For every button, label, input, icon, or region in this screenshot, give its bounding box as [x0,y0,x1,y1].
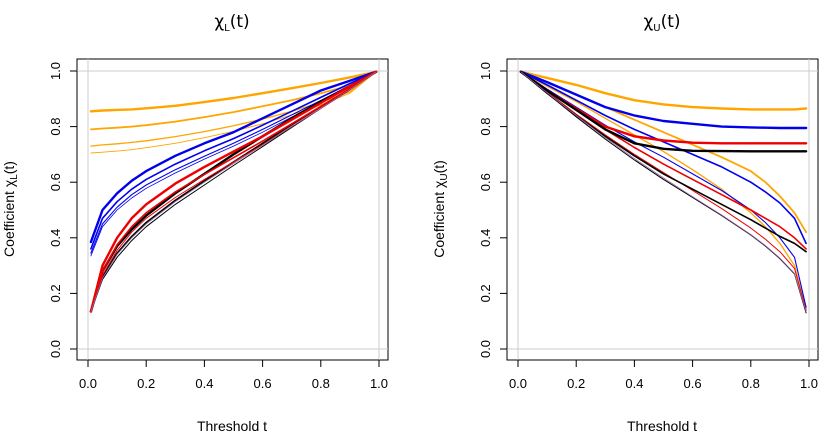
y-tick-label: 1.0 [48,62,63,80]
panel-right-ylabel: Coefficient χU(t) [431,160,450,258]
panel-left-ylabel: Coefficient χL(t) [1,161,20,257]
series-line-orange-3 [520,71,807,311]
panel-left-frame [76,58,389,361]
series-line-red-3 [520,71,807,311]
x-tick-label: 0.2 [567,376,585,391]
y-tick-label: 1.0 [478,62,493,80]
panel-left: χL(t) 0.0 0.2 0.4 0.6 0.8 1.0 0.0 0.2 0.4 0.6 0.8… [1,12,389,434]
x-tick-label: 0.8 [312,376,330,391]
panel-left-grid [77,59,388,360]
y-tick-label: 0.2 [478,284,493,302]
panel-right-xlabel: Threshold t [627,418,697,434]
y-tick-label: 0.8 [48,118,63,136]
series-line-blue-2 [90,71,377,250]
x-tick-label: 0.4 [625,376,643,391]
panel-right-grid [507,59,818,360]
series-line-purple-1 [520,71,807,312]
panel-left-xlabel: Threshold t [197,418,267,434]
panel-right-title: χU(t) [643,12,680,34]
series-line-purple-1 [90,71,377,312]
x-tick-label: 1.0 [370,376,388,391]
x-tick-label: 0.6 [254,376,272,391]
series-line-orange-1 [89,70,378,113]
y-tick-label: 0.6 [48,173,63,191]
x-tick-label: 0.4 [195,376,213,391]
series-line-black-3 [90,71,377,312]
y-tick-label: 0.0 [48,340,63,358]
series-line-red-2 [90,71,377,313]
y-tick-label: 0.2 [48,284,63,302]
panel-right-series [519,70,808,314]
panel-right-x-axis: 0.0 0.2 0.4 0.6 0.8 1.0 [509,359,818,391]
panel-left-series [89,70,378,313]
y-tick-label: 0.4 [48,229,63,247]
series-line-red-3 [90,71,377,312]
series-line-black-1 [519,70,808,153]
y-tick-label: 0.0 [478,340,493,358]
panel-left-x-axis: 0.0 0.2 0.4 0.6 0.8 1.0 [79,359,388,391]
series-line-red-2 [520,71,807,250]
series-line-blue-1 [89,70,378,244]
y-tick-label: 0.6 [478,173,493,191]
x-tick-label: 0.6 [684,376,702,391]
series-line-red-1 [89,70,378,313]
panel-left-y-axis: 0.0 0.2 0.4 0.6 0.8 1.0 [48,62,78,358]
y-tick-label: 0.4 [478,229,493,247]
panel-left-title: χL(t) [214,12,249,34]
x-tick-label: 0.2 [137,376,155,391]
series-line-orange-2 [90,70,378,131]
series-line-blue-2 [520,71,807,245]
series-line-blue-1 [519,70,808,130]
x-tick-label: 0.0 [509,376,527,391]
series-line-orange-4 [90,71,377,154]
x-tick-label: 0.8 [742,376,760,391]
y-tick-label: 0.8 [478,118,493,136]
panel-right-y-axis: 0.0 0.2 0.4 0.6 0.8 1.0 [478,62,508,358]
x-tick-label: 0.0 [79,376,97,391]
series-line-black-3 [520,71,807,314]
series-line-black-2 [90,71,377,313]
panel-right: χU(t) 0.0 0.2 0.4 0.6 0.8 1.0 0.0 0.2 0.4 0.6 0.8… [431,12,819,434]
series-line-orange-1 [519,70,808,111]
x-tick-label: 1.0 [800,376,818,391]
series-line-black-1 [89,70,378,313]
